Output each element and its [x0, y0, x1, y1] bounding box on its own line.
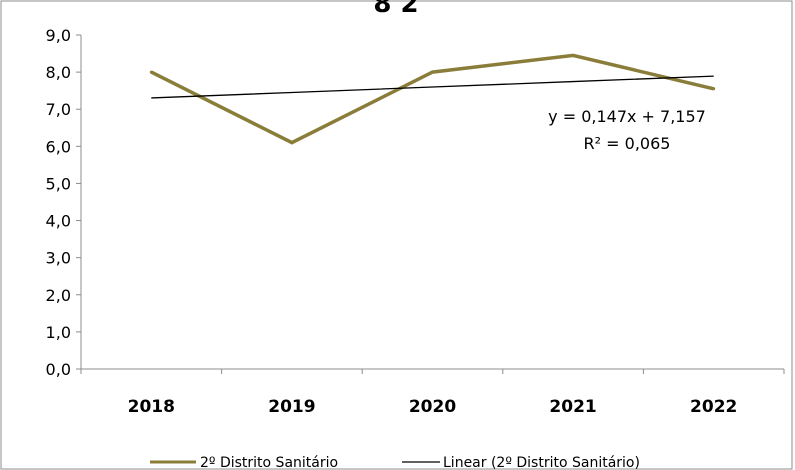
data-point	[712, 87, 716, 91]
legend-label-linear: Linear (2º Distrito Sanitário)	[443, 455, 640, 470]
y-tick-label: 1,0	[46, 323, 71, 342]
legend-label-series: 2º Distrito Sanitário	[200, 455, 338, 470]
series-layer	[149, 53, 716, 145]
data-point	[571, 53, 575, 57]
y-tick-label: 8,0	[46, 63, 71, 82]
chart-title: 8 2	[373, 0, 418, 19]
y-tick-label: 4,0	[46, 212, 71, 231]
trendline-linear	[151, 75, 714, 99]
data-point	[431, 70, 434, 74]
x-tick-label: 2019	[268, 397, 315, 417]
x-tick-label: 2021	[549, 397, 596, 417]
data-point	[149, 70, 153, 74]
y-tick-label: 6,0	[46, 137, 71, 156]
y-tick-label: 2,0	[46, 286, 71, 305]
series-line-2o-distrito	[150, 53, 715, 145]
legend: 2º Distrito Sanitário Linear (2º Distrit…	[150, 455, 640, 470]
x-axis-ticks: 2018 2019 2020 2021 2022	[80, 369, 785, 417]
y-tick-label: 9,0	[46, 26, 71, 45]
x-tick-label: 2020	[409, 397, 456, 417]
y-tick-label: 0,0	[46, 360, 71, 379]
y-tick-label: 7,0	[46, 100, 71, 119]
x-tick-label: 2018	[128, 397, 175, 417]
data-point	[290, 141, 294, 145]
y-tick-label: 5,0	[46, 174, 71, 193]
y-axis-ticks: 0,0 1,0 2,0 3,0 4,0 5,0 6,0 7,0 8,0 9,0	[46, 26, 81, 379]
y-tick-label: 3,0	[46, 249, 71, 268]
x-tick-label: 2022	[690, 397, 737, 417]
trendline-r-squared: R² = 0,065	[584, 134, 671, 153]
trendline-equation: y = 0,147x + 7,157	[548, 107, 706, 126]
